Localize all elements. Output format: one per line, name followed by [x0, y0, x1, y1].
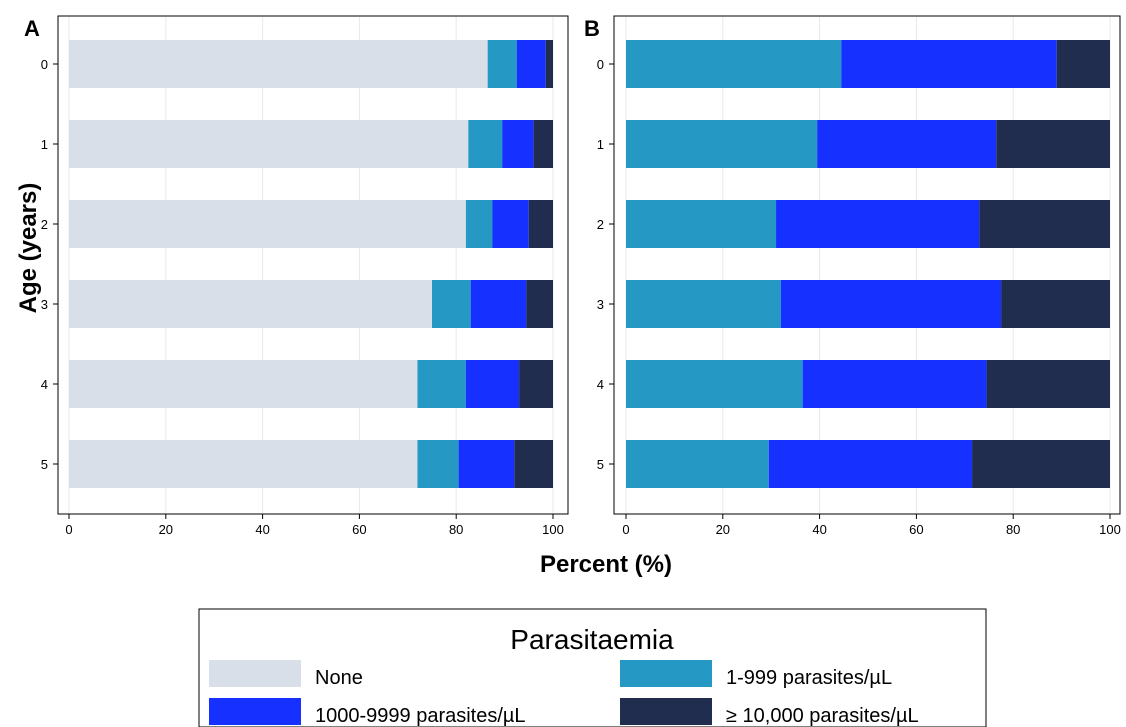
bar-segment	[817, 120, 997, 168]
bar-segment	[69, 360, 418, 408]
panel-b-bars	[626, 40, 1110, 488]
panel-b: 0 20 40 60 80 100 0 1 2 3 4 5 B	[584, 15, 1121, 537]
panel-b-title: B	[584, 16, 600, 41]
legend-label: 1-999 parasites/µL	[726, 667, 892, 689]
bar-segment	[776, 200, 980, 248]
y-tick-label: 2	[597, 217, 604, 232]
bar-segment	[69, 40, 488, 88]
panel-a-title: A	[24, 16, 40, 41]
legend-label: 1000-9999 parasites/µL	[315, 705, 526, 727]
x-tick-label: 40	[812, 522, 826, 537]
bar-segment	[1056, 40, 1110, 88]
x-tick-label: 20	[159, 522, 173, 537]
bar-segment	[626, 440, 769, 488]
legend-swatch	[209, 698, 301, 725]
bar-segment	[626, 40, 842, 88]
x-axis-label: Percent (%)	[540, 551, 672, 578]
bar-segment	[468, 120, 503, 168]
bar-segment	[545, 40, 553, 88]
bar-segment	[979, 200, 1110, 248]
bar-segment	[516, 40, 546, 88]
legend-box	[198, 608, 987, 727]
panel-a: 0 20 40 60 80 100 0 1 2 3 4 5 A	[24, 15, 569, 537]
y-tick-label: 3	[41, 297, 48, 312]
bar-segment	[972, 440, 1110, 488]
bar-segment	[986, 360, 1110, 408]
y-tick-label: 4	[597, 377, 604, 392]
bar-segment	[768, 440, 973, 488]
bar-segment	[626, 280, 781, 328]
x-tick-label: 80	[449, 522, 463, 537]
y-tick-label: 1	[597, 137, 604, 152]
panel-a-x-ticks: 0 20 40 60 80 100	[65, 514, 564, 537]
y-tick-label: 4	[41, 377, 48, 392]
y-tick-label: 1	[41, 137, 48, 152]
bar-segment	[519, 360, 553, 408]
x-tick-label: 80	[1006, 522, 1020, 537]
x-tick-label: 0	[65, 522, 72, 537]
bar-segment	[626, 200, 777, 248]
panel-a-y-ticks: 0 1 2 3 4 5	[41, 57, 58, 472]
bar-segment	[487, 40, 517, 88]
bar-segment	[417, 440, 459, 488]
bar-segment	[492, 200, 529, 248]
bar-segment	[802, 360, 987, 408]
x-tick-label: 60	[352, 522, 366, 537]
bar-segment	[465, 360, 520, 408]
bar-segment	[417, 360, 466, 408]
panel-b-frame	[613, 15, 1121, 515]
x-tick-label: 100	[542, 522, 564, 537]
x-tick-label: 0	[622, 522, 629, 537]
x-tick-label: 40	[255, 522, 269, 537]
bar-segment	[528, 200, 553, 248]
legend-title: Parasitaemia	[510, 624, 674, 655]
bar-segment	[458, 440, 515, 488]
legend-swatch	[620, 698, 712, 725]
y-axis-label: Age (years)	[15, 183, 42, 314]
legend-label: ≥ 10,000 parasites/µL	[726, 705, 919, 727]
bar-segment	[780, 280, 1002, 328]
panel-a-grid	[68, 17, 554, 513]
panel-a-frame	[57, 15, 569, 515]
y-tick-label: 0	[597, 57, 604, 72]
panel-b-y-ticks: 0 1 2 3 4 5	[597, 57, 614, 472]
bar-segment	[533, 120, 553, 168]
y-tick-label: 3	[597, 297, 604, 312]
bar-segment	[526, 280, 553, 328]
panel-a-bars	[69, 40, 553, 488]
panel-b-grid	[625, 17, 1111, 513]
legend-label: None	[315, 667, 363, 689]
bar-segment	[465, 200, 493, 248]
y-tick-label: 5	[41, 457, 48, 472]
y-tick-label: 2	[41, 217, 48, 232]
bar-segment	[626, 360, 803, 408]
bar-segment	[69, 440, 418, 488]
bar-segment	[432, 280, 471, 328]
x-tick-label: 100	[1099, 522, 1121, 537]
bar-segment	[1001, 280, 1110, 328]
y-tick-label: 5	[597, 457, 604, 472]
bar-segment	[69, 120, 469, 168]
bar-segment	[69, 200, 466, 248]
x-tick-label: 20	[716, 522, 730, 537]
legend-swatch	[620, 660, 712, 687]
legend-swatch	[209, 660, 301, 687]
bar-segment	[996, 120, 1110, 168]
bar-segment	[502, 120, 534, 168]
y-tick-label: 0	[41, 57, 48, 72]
bar-segment	[69, 280, 432, 328]
panel-b-x-ticks: 0 20 40 60 80 100	[622, 514, 1121, 537]
bar-segment	[841, 40, 1057, 88]
x-tick-label: 60	[909, 522, 923, 537]
legend: Parasitaemia None 1-999 parasites/µL 1000-…	[198, 608, 987, 727]
bar-segment	[470, 280, 527, 328]
bar-segment	[626, 120, 818, 168]
legend-items: None 1-999 parasites/µL 1000-9999 parasite…	[209, 660, 919, 727]
bar-segment	[514, 440, 553, 488]
